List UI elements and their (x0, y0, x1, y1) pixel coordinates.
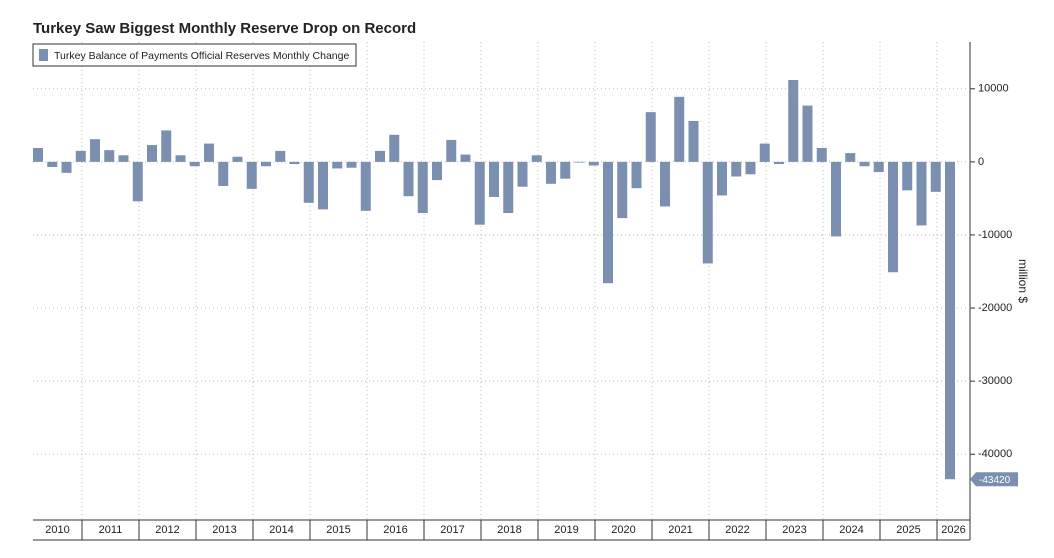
x-tick-label: 2019 (554, 524, 578, 536)
bar (446, 139, 457, 162)
bar (930, 161, 941, 192)
bar (118, 155, 129, 162)
bar (47, 161, 58, 167)
x-tick-label: 2022 (725, 524, 749, 536)
bar (232, 156, 243, 162)
bar (289, 161, 300, 165)
bar (945, 161, 955, 480)
legend-label: Turkey Balance of Payments Official Rese… (54, 50, 349, 62)
bar (802, 105, 813, 162)
bar (489, 161, 499, 197)
x-tick-label: 2011 (99, 524, 123, 536)
bar (831, 161, 841, 237)
y-tick-label: -10000 (978, 229, 1012, 241)
chart-title: Turkey Saw Biggest Monthly Reserve Drop … (33, 20, 416, 37)
bar (360, 161, 371, 211)
last-value-tag (970, 472, 1018, 487)
bar (246, 161, 257, 189)
x-tick-label: 2014 (269, 524, 293, 536)
x-tick-label: 2010 (45, 524, 69, 536)
bar (460, 154, 471, 162)
x-tick-label: 2012 (155, 524, 179, 536)
bar (346, 161, 357, 168)
bar (688, 120, 699, 162)
bar (902, 161, 913, 191)
bar (674, 96, 685, 162)
x-tick-label: 2023 (782, 524, 806, 536)
bar (617, 161, 628, 219)
bar (303, 161, 314, 203)
bar (261, 161, 271, 167)
x-tick-label: 2013 (212, 524, 236, 536)
bar (132, 161, 143, 202)
bar (745, 161, 756, 175)
bar (560, 161, 571, 179)
y-axis-label: million $ (1016, 259, 1030, 303)
x-tick-label: 2018 (497, 524, 521, 536)
x-tick-label: 2026 (941, 524, 965, 536)
bar (189, 161, 200, 167)
y-tick-label: -40000 (978, 448, 1012, 460)
bar (432, 161, 442, 181)
bar (389, 134, 400, 162)
bar (588, 161, 599, 166)
bar (603, 161, 613, 284)
y-tick-label: -20000 (978, 302, 1012, 314)
x-tick-label: 2020 (611, 524, 635, 536)
bar (859, 161, 870, 167)
bar (75, 150, 86, 162)
x-tick-label: 2017 (440, 524, 464, 536)
bar (574, 161, 585, 163)
bar (147, 145, 157, 162)
bar (873, 161, 884, 173)
bar (90, 139, 100, 162)
bar (888, 161, 898, 273)
bar (403, 161, 414, 197)
bar (61, 161, 72, 173)
bar (33, 147, 43, 162)
bar (417, 161, 428, 214)
bar (845, 153, 856, 162)
bar (717, 161, 727, 196)
last-value-label: -43420 (979, 475, 1011, 486)
bar (546, 161, 556, 184)
bar (531, 155, 542, 162)
bar (702, 161, 713, 264)
bar (759, 143, 770, 162)
y-tick-label: 10000 (978, 83, 1009, 95)
x-tick-label: 2021 (668, 524, 692, 536)
bar (816, 147, 827, 162)
x-tick-label: 2025 (896, 524, 920, 536)
bar (916, 161, 927, 226)
bar (318, 161, 328, 210)
x-tick-label: 2015 (326, 524, 350, 536)
bar (645, 112, 656, 162)
bar (631, 161, 642, 189)
bar (332, 161, 343, 169)
x-tick-label: 2016 (383, 524, 407, 536)
legend-box (32, 43, 357, 67)
bar (731, 161, 742, 177)
x-tick-label: 2024 (839, 524, 863, 536)
bar (517, 161, 528, 187)
legend-swatch (39, 49, 48, 61)
y-tick-label: 0 (978, 156, 984, 168)
bar (204, 143, 214, 162)
bar (175, 155, 186, 162)
bar (774, 161, 784, 165)
y-tick-label: -30000 (978, 375, 1012, 387)
bar (104, 150, 115, 162)
bar (788, 80, 799, 162)
bar (503, 161, 514, 214)
bar (275, 150, 286, 162)
bar (375, 150, 385, 162)
bar (161, 130, 172, 162)
bar (218, 161, 229, 186)
bar (660, 161, 670, 207)
bar (474, 161, 485, 225)
